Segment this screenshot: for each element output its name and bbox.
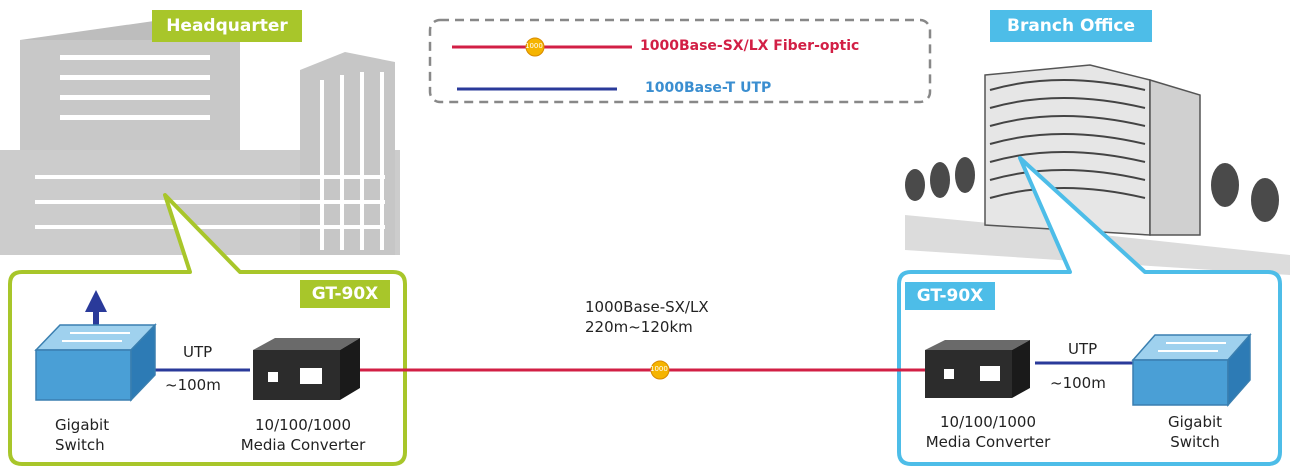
legend-utp-label: 1000Base-T UTP xyxy=(645,80,772,96)
fiber-marker xyxy=(650,360,670,380)
hq-converter-label-line2: Media Converter xyxy=(240,436,366,454)
legend-marker-text: 1000 xyxy=(525,42,543,50)
hq-converter-label-line1: 10/100/1000 xyxy=(255,416,351,434)
branch-model-badge: GT-90X xyxy=(905,282,995,310)
hq-switch-label-line1: Gigabit xyxy=(55,416,110,434)
branch-badge: Branch Office xyxy=(990,10,1152,42)
branch-switch-label-line2: Switch xyxy=(1170,433,1220,451)
hq-switch-label-line2: Switch xyxy=(55,436,105,454)
legend-box xyxy=(428,18,932,104)
branch-converter-label-line1: 10/100/1000 xyxy=(940,413,1036,431)
branch-converter-label-line2: Media Converter xyxy=(925,433,1051,451)
branch-switch-icon xyxy=(1131,333,1252,407)
legend-fiber-marker xyxy=(525,37,545,57)
branch-building-icon xyxy=(905,64,1290,275)
hq-badge: Headquarter xyxy=(152,10,302,42)
branch-utp-label: UTP xyxy=(1068,340,1098,358)
fiber-link-distance-label: 220m~120km xyxy=(585,318,693,336)
hq-utp-distance: ~100m xyxy=(165,376,221,394)
branch-switch-label-line1: Gigabit xyxy=(1167,413,1223,431)
hq-building-icon xyxy=(0,18,400,255)
hq-switch-icon xyxy=(34,323,157,402)
hq-utp-label: UTP xyxy=(183,343,213,361)
fiber-link-type-label: 1000Base-SX/LX xyxy=(585,298,709,316)
hq-media-converter-icon xyxy=(253,338,360,400)
fiber-marker-text: 1000 xyxy=(650,365,668,373)
branch-media-converter-icon xyxy=(925,340,1030,398)
hq-model-badge: GT-90X xyxy=(300,280,390,308)
legend-fiber-label: 1000Base-SX/LX Fiber-optic xyxy=(640,38,860,54)
branch-utp-distance: ~100m xyxy=(1050,374,1106,392)
